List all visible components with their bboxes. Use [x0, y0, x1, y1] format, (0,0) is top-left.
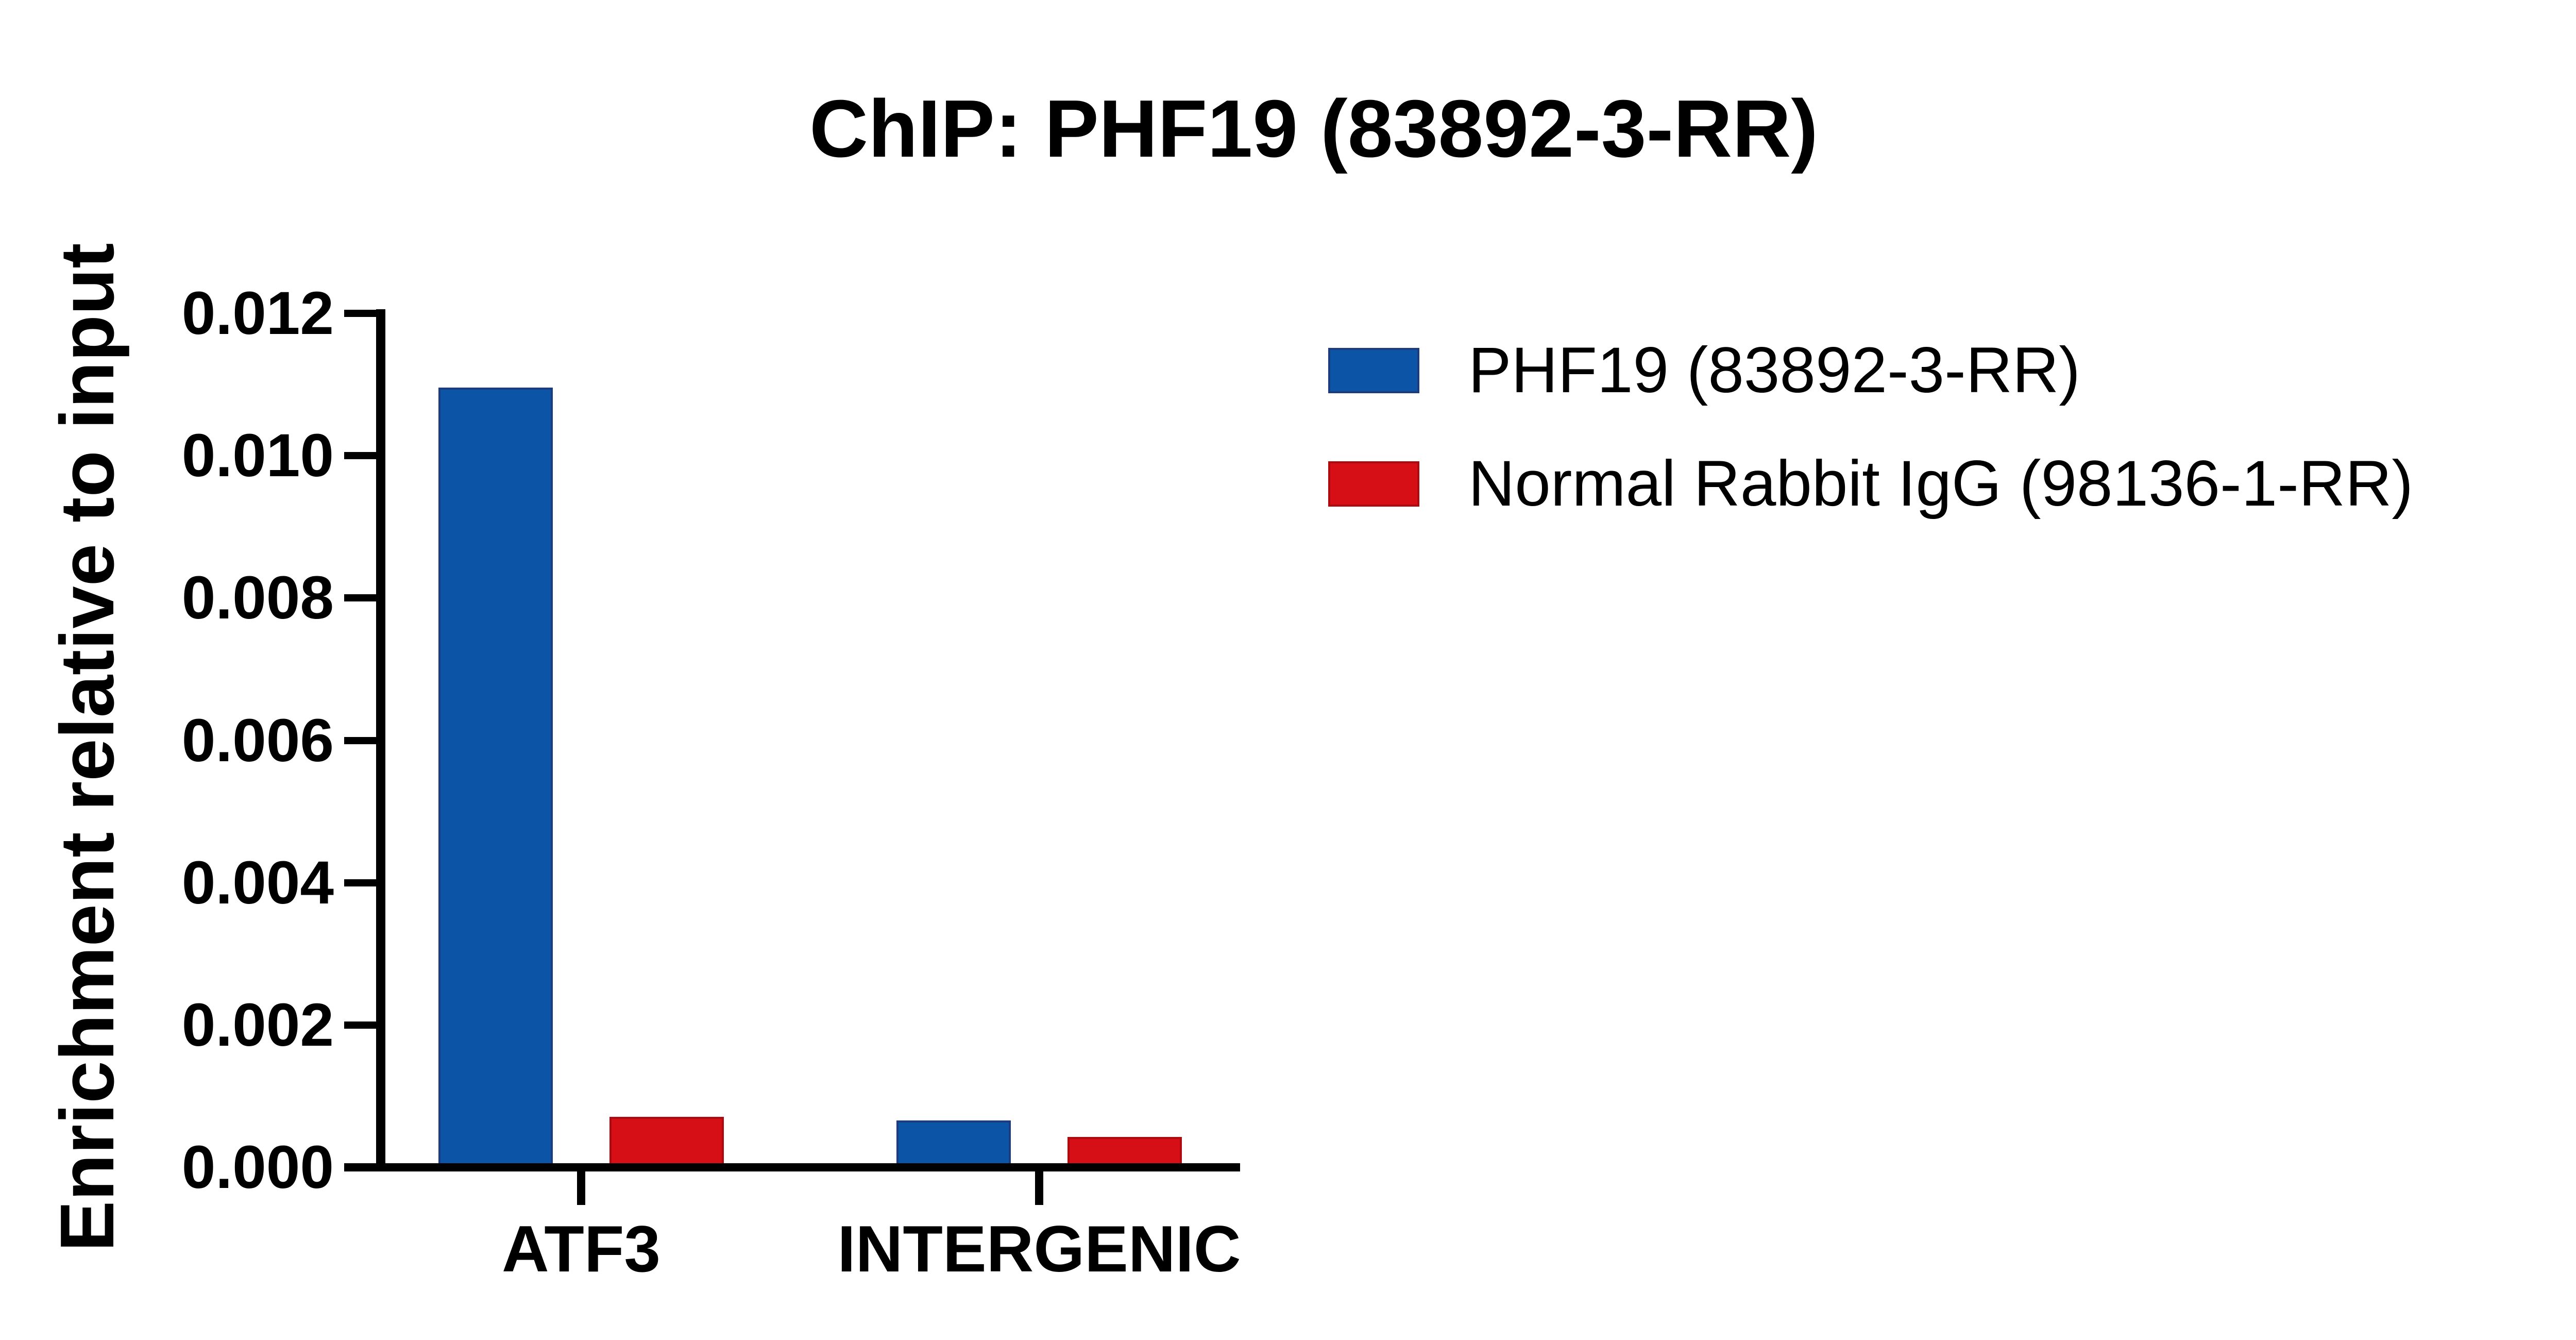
y-tick-mark: [344, 310, 378, 317]
bar-igg-intergenic: [1067, 1137, 1182, 1163]
chart-title: ChIP: PHF19 (83892-3-RR): [809, 83, 1818, 174]
y-tick-mark: [344, 879, 378, 886]
x-category-label: INTERGENIC: [837, 1212, 1241, 1285]
y-axis-line: [376, 309, 385, 1171]
y-tick-label: 0.002: [181, 991, 334, 1059]
x-tick-mark: [1035, 1171, 1043, 1205]
y-tick-label: 0.006: [181, 707, 334, 775]
y-tick-mark: [344, 1021, 378, 1029]
bar-phf19-intergenic: [896, 1120, 1011, 1163]
y-tick-mark: [344, 594, 378, 601]
y-tick-label: 0.004: [181, 849, 334, 917]
legend-label-igg: Normal Rabbit IgG (98136-1-RR): [1468, 448, 2413, 520]
x-category-label: ATF3: [501, 1212, 661, 1285]
x-tick-mark: [577, 1171, 585, 1205]
x-axis-line: [344, 1163, 1240, 1171]
legend-label-phf19: PHF19 (83892-3-RR): [1468, 334, 2080, 406]
y-tick-label: 0.008: [181, 564, 334, 632]
legend-swatch-igg: [1328, 461, 1419, 507]
bar-igg-atf3: [609, 1117, 724, 1163]
y-tick-mark: [344, 452, 378, 459]
y-tick-label: 0.000: [181, 1133, 334, 1201]
legend-swatch-phf19: [1328, 348, 1419, 393]
y-tick-label: 0.010: [181, 422, 334, 490]
y-axis-title: Enrichment relative to input: [45, 243, 130, 1252]
y-tick-label: 0.012: [181, 279, 334, 347]
bar-phf19-atf3: [438, 388, 553, 1163]
y-tick-mark: [344, 737, 378, 744]
